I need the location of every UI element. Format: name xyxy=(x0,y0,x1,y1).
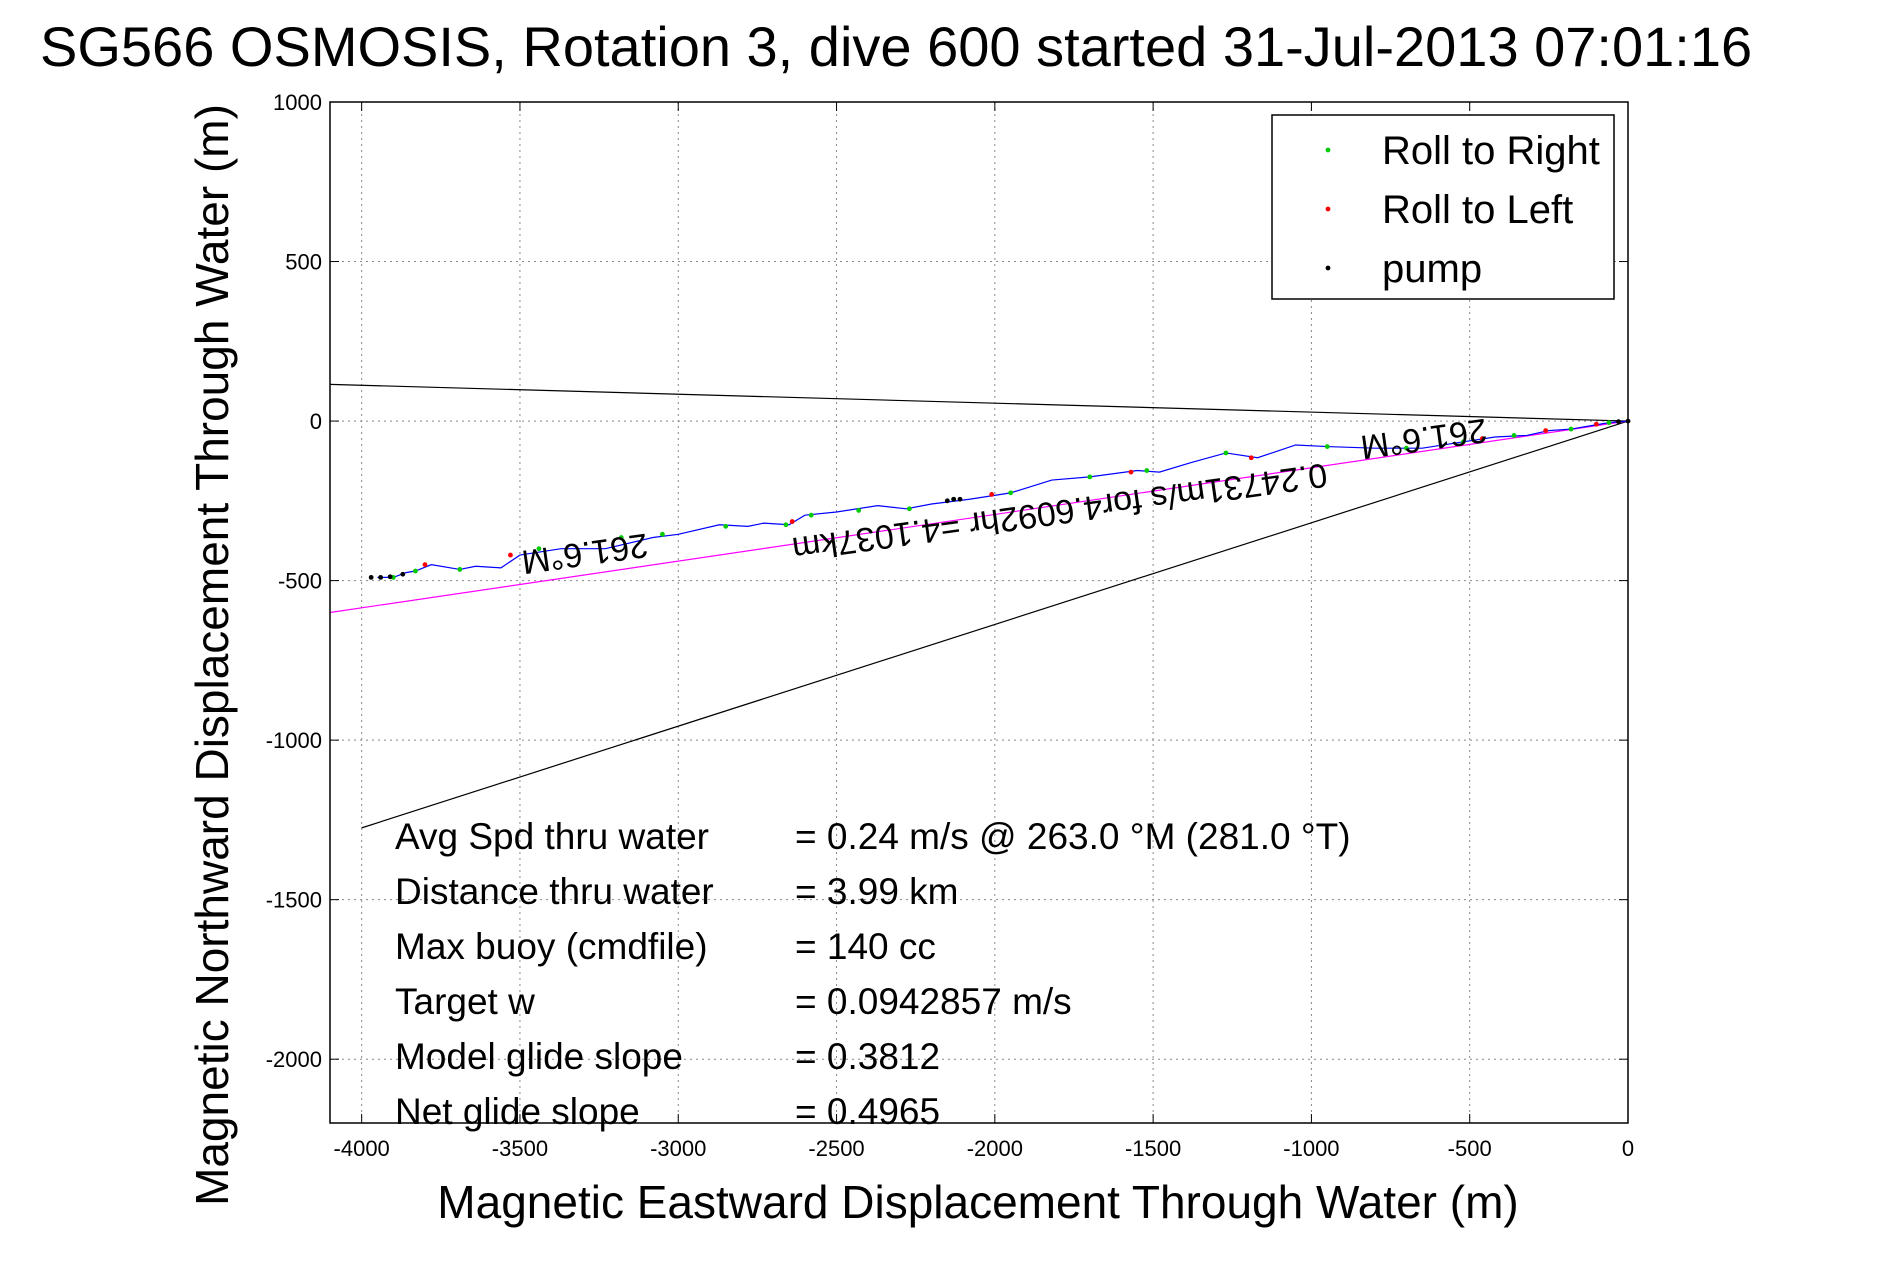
plot-frame xyxy=(329,101,1629,1124)
pump-point xyxy=(957,496,963,502)
x-tick-label: -500 xyxy=(1448,1136,1492,1161)
legend-label: Roll to Right xyxy=(1382,129,1600,173)
x-tick-label: -2500 xyxy=(808,1136,864,1161)
roll-right-point xyxy=(1568,426,1574,432)
y-tick-label: 1000 xyxy=(273,90,322,115)
roll-left-point xyxy=(422,562,428,568)
roll-right-point xyxy=(618,535,624,540)
roll-right-point xyxy=(660,531,665,537)
roll-right-point xyxy=(536,546,542,552)
roll-left-point xyxy=(989,492,995,497)
roll-right-point xyxy=(1511,433,1517,438)
average-heading-line xyxy=(329,420,1629,614)
y-tick-label: -500 xyxy=(278,569,322,594)
stat-value: = 140 cc xyxy=(795,926,936,967)
x-tick-label: -3000 xyxy=(650,1136,706,1161)
legend: Roll to Right Roll to Left pump xyxy=(1271,114,1615,300)
stat-value: = 0.0942857 m/s xyxy=(795,981,1072,1022)
lower-bound-line xyxy=(361,420,1629,829)
x-tick-label: -1500 xyxy=(1125,1136,1181,1161)
axis-ticks: -4000 -3500 -3000 -2500 -2000 -1500 -1000 -500 0… xyxy=(266,90,1634,1161)
pump-point xyxy=(1616,419,1621,425)
x-tick-label: -2000 xyxy=(967,1136,1023,1161)
stat-value: = 0.24 m/s @ 263.0 °M (281.0 °T) xyxy=(795,816,1351,857)
chart-title: SG566 OSMOSIS, Rotation 3, dive 600 star… xyxy=(40,15,1752,78)
roll-right-point xyxy=(808,512,814,518)
legend-marker xyxy=(1325,265,1331,271)
roll-left-point xyxy=(789,519,795,524)
stat-label: Avg Spd thru water xyxy=(395,816,709,857)
y-axis-label: Magnetic Northward Displacement Through … xyxy=(186,104,238,1206)
track-annotation: 261.6°M xyxy=(519,526,650,581)
legend-marker xyxy=(1325,206,1331,212)
roll-left-point xyxy=(1593,421,1599,427)
x-tick-label: 0 xyxy=(1622,1136,1634,1161)
x-axis-label: Magnetic Eastward Displacement Through W… xyxy=(437,1176,1518,1228)
x-tick-label: -1000 xyxy=(1283,1136,1339,1161)
y-tick-label: 0 xyxy=(310,409,322,434)
roll-right-point xyxy=(783,522,789,528)
roll-left-point xyxy=(1479,436,1485,442)
roll-right-point xyxy=(856,508,862,513)
roll-right-point xyxy=(1008,490,1014,496)
y-tick-label: -2000 xyxy=(266,1047,322,1072)
x-tick-label: -4000 xyxy=(334,1136,390,1161)
stat-label: Net glide slope xyxy=(395,1091,640,1132)
y-tick-label: -1500 xyxy=(266,888,322,913)
legend-marker xyxy=(1325,147,1331,153)
stat-label: Model glide slope xyxy=(395,1036,683,1077)
stat-value: = 0.4965 xyxy=(795,1091,940,1132)
roll-right-point xyxy=(413,568,418,574)
pump-point xyxy=(387,574,393,580)
roll-left-point xyxy=(1543,428,1549,434)
reference-lines xyxy=(329,383,1629,829)
pump-point xyxy=(368,575,374,580)
stat-value: = 0.3812 xyxy=(795,1036,940,1077)
roll-left-point xyxy=(1128,469,1134,475)
roll-left-point xyxy=(508,552,513,558)
pump-point xyxy=(944,498,950,504)
roll-right-point xyxy=(457,567,463,572)
roll-right-point xyxy=(1606,420,1612,426)
legend-label: Roll to Left xyxy=(1382,188,1573,232)
roll-right-point xyxy=(1403,445,1409,451)
upper-bound-line xyxy=(329,383,1629,422)
roll-right-point xyxy=(1223,450,1229,456)
grid xyxy=(330,101,1629,1123)
roll-right-point xyxy=(1324,444,1330,449)
roll-right-point xyxy=(906,506,912,512)
track-markers xyxy=(368,418,1631,580)
x-tick-label: -3500 xyxy=(492,1136,548,1161)
roll-right-point xyxy=(723,523,729,529)
roll-right-point xyxy=(1144,468,1150,473)
roll-right-point xyxy=(1087,474,1093,480)
pump-point xyxy=(378,575,384,580)
roll-left-point xyxy=(1248,455,1254,461)
roll-right-point xyxy=(1460,439,1466,445)
track-annotation: 0.24731m/s for4.6092hr =4.1037km xyxy=(790,455,1330,568)
pump-point xyxy=(951,496,957,502)
legend-label: pump xyxy=(1382,247,1482,291)
stat-label: Target w xyxy=(395,981,535,1022)
pump-point xyxy=(400,571,406,577)
stat-label: Distance thru water xyxy=(395,871,714,912)
stat-value: = 3.99 km xyxy=(795,871,959,912)
stats-block: Avg Spd thru water = 0.24 m/s @ 263.0 °M … xyxy=(395,816,1351,1132)
y-tick-label: 500 xyxy=(285,250,322,275)
y-tick-label: -1000 xyxy=(266,728,322,753)
stat-label: Max buoy (cmdfile) xyxy=(395,926,708,967)
